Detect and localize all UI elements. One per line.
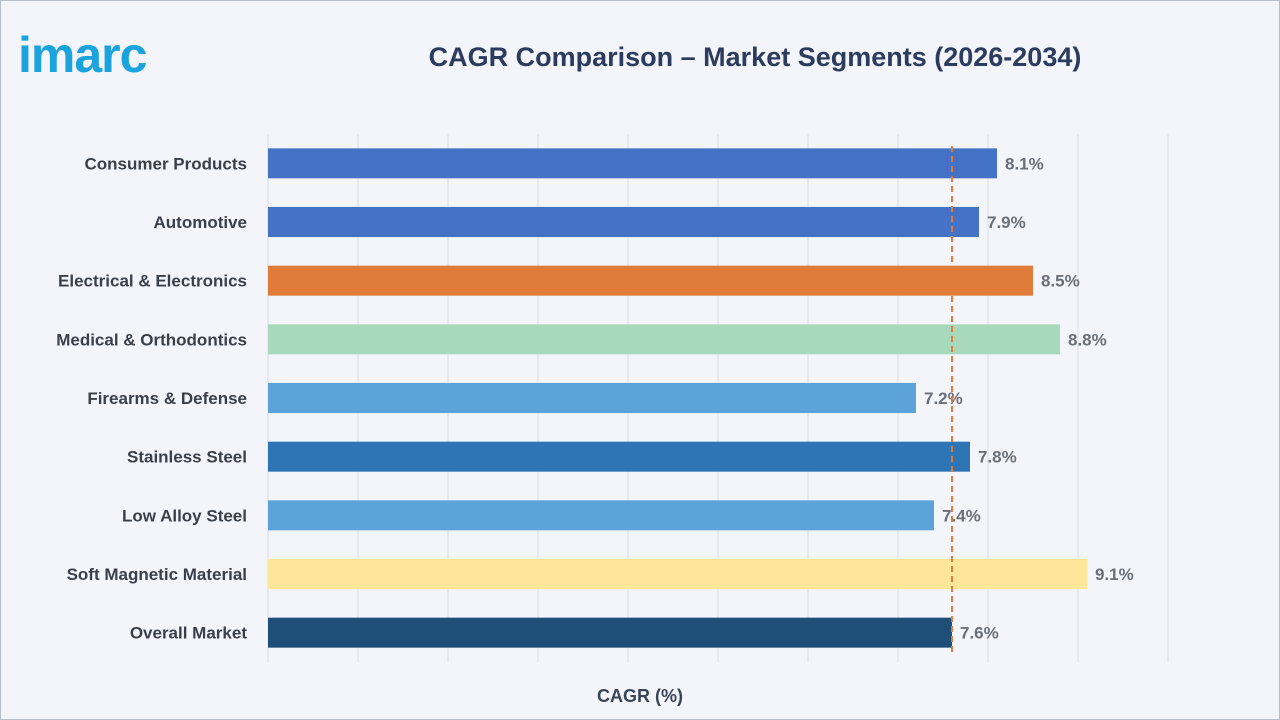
bar (268, 207, 979, 237)
chart-title: CAGR Comparison – Market Segments (2026-… (428, 42, 1082, 72)
category-label: Low Alloy Steel (122, 506, 247, 525)
bar (268, 559, 1087, 589)
data-label: 7.9% (987, 213, 1026, 232)
bar (268, 441, 970, 472)
data-label: 8.8% (1068, 330, 1107, 349)
bar (268, 265, 1033, 296)
imarc-logo: imarc (18, 27, 148, 82)
bar (268, 324, 1060, 355)
category-label: Medical & Orthodontics (56, 330, 247, 349)
category-label: Overall Market (130, 624, 248, 643)
bar (268, 383, 916, 413)
bar (268, 148, 997, 179)
bar (268, 617, 952, 648)
category-label: Electrical & Electronics (58, 272, 247, 291)
data-label: 8.5% (1041, 272, 1080, 291)
category-label: Consumer Products (85, 154, 247, 173)
category-label: Soft Magnetic Material (67, 565, 247, 584)
data-label: 8.1% (1005, 154, 1044, 173)
data-label: 9.1% (1095, 565, 1134, 584)
category-label: Stainless Steel (127, 448, 247, 467)
bar (268, 500, 934, 531)
data-label: 7.6% (960, 624, 999, 643)
data-label: 7.8% (978, 448, 1017, 467)
logo-text: imarc (18, 27, 147, 82)
x-axis-label: CAGR (%) (597, 686, 683, 706)
category-label: Automotive (154, 213, 248, 232)
data-label: 7.4% (942, 506, 981, 525)
data-label: 7.2% (924, 389, 963, 408)
category-label: Firearms & Defense (87, 389, 247, 408)
